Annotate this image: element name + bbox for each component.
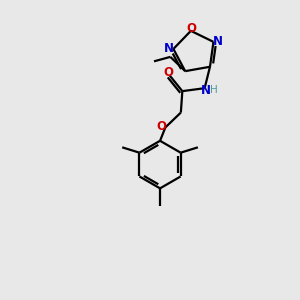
Text: O: O <box>156 120 166 133</box>
Text: H: H <box>210 85 218 95</box>
Text: N: N <box>201 84 211 97</box>
Text: N: N <box>164 42 174 56</box>
Text: N: N <box>213 35 223 48</box>
Text: O: O <box>164 66 173 79</box>
Text: O: O <box>187 22 196 35</box>
